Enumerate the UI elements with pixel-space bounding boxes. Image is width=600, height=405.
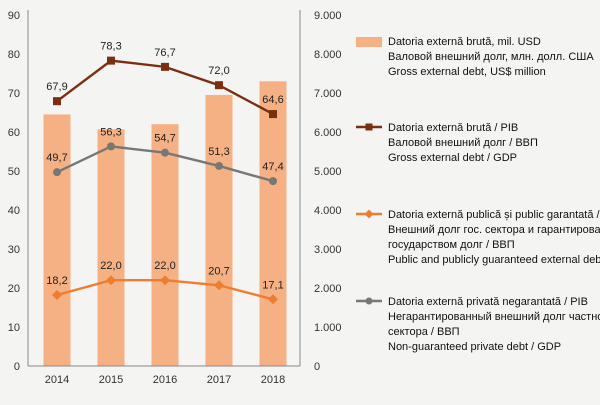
data-label: 64,6 [262,94,283,106]
y-right-tick-label: 1.000 [314,322,342,334]
y-right-tick-label: 7.000 [314,88,342,100]
legend-marker [365,297,373,305]
legend-label: Datoria externă privată negarantată / PI… [388,296,588,308]
legend-layer: Datoria externă brută, mil. USD Валовой в… [356,36,600,353]
data-label: 20,7 [208,265,229,277]
data-point-marker [268,294,278,305]
data-label: 72,0 [208,65,229,77]
x-tick-label: 2014 [45,374,69,386]
y-left-tick-label: 70 [8,88,20,100]
y-left-tick-label: 80 [8,49,20,61]
data-label: 49,7 [46,152,67,164]
data-point-marker [215,81,223,90]
data-point-marker [269,110,277,119]
legend-label: Внешний долг гос. сектора и гарантирован… [388,224,600,236]
data-point-marker [161,148,169,157]
data-label: 51,3 [208,146,229,158]
y-right-tick-label: 0 [314,361,320,373]
data-label: 78,3 [100,41,121,53]
data-point-marker [160,275,170,286]
data-label: 54,7 [154,133,175,145]
data-point-marker [53,97,61,106]
legend-label: Datoria externă brută / PIB [388,122,518,134]
y-left-tick-label: 90 [8,10,20,22]
y-right-tick-label: 2.000 [314,283,342,295]
y-left-tick-label: 50 [8,166,20,178]
data-label: 22,0 [100,260,121,272]
bar [97,129,125,366]
data-label: 47,4 [262,161,283,173]
data-point-marker [53,168,61,177]
data-point-marker [214,280,224,291]
data-label: 18,2 [46,275,67,287]
x-tick-label: 2017 [207,374,231,386]
legend-label: Datoria externă publică și public garant… [388,209,600,221]
y-left-tick-label: 60 [8,127,20,139]
bar [259,81,287,367]
axes-layer: 0 10 20 30 40 50 60 70 80 90 0 1.000 2.000 3.000 4.000… [8,10,342,386]
y-left-tick-label: 40 [8,205,20,217]
data-point-marker [161,62,169,71]
x-tick-label: 2018 [261,374,285,386]
y-right-tick-label: 4.000 [314,205,342,217]
y-right-tick-label: 3.000 [314,244,342,256]
data-point-marker [106,275,116,286]
data-label: 56,3 [100,126,121,138]
x-tick-label: 2016 [153,374,177,386]
legend-label: Валовой внешний долг, млн. долл. США [388,51,594,63]
data-label: 67,9 [46,81,67,93]
legend-swatch [356,37,382,47]
y-left-tick-label: 20 [8,283,20,295]
legend-label: государством долг / ВВП [388,239,515,251]
legend-label: Public and publicly guaranteed external … [388,254,600,266]
bar [43,114,71,366]
data-point-marker [107,142,115,151]
data-point-marker [269,177,277,186]
legend-label: Gross external debt, US$ million [388,66,546,78]
bars-layer [43,81,287,367]
legend-label: Валовой внешний долг / ВВП [388,137,538,149]
y-left-tick-label: 10 [8,322,20,334]
data-label: 22,0 [154,260,175,272]
y-left-tick-label: 0 [14,361,20,373]
legend-label: Негарантированный внешний долг частного [388,311,600,323]
y-right-tick-label: 5.000 [314,166,342,178]
bar [151,124,179,366]
legend-marker [365,123,373,131]
lines-layer: 67,9 78,3 76,7 72,0 64,6 49,7 56,3 54,7 51,3 47,4… [46,41,284,305]
bar [205,94,233,366]
legend-label: Non-guaranteed private debt / GDP [388,341,561,353]
y-right-tick-label: 9.000 [314,10,342,22]
legend-label: Gross external debt / GDP [388,152,517,164]
legend-label: сектора / ВВП [388,326,460,338]
y-right-tick-label: 6.000 [314,127,342,139]
data-label: 76,7 [154,47,175,59]
legend-label: Datoria externă brută, mil. USD [388,36,541,48]
y-right-tick-label: 8.000 [314,49,342,61]
legend-marker [364,209,374,219]
data-point-marker [52,290,62,301]
data-point-marker [107,56,115,65]
y-left-tick-label: 30 [8,244,20,256]
data-point-marker [215,161,223,170]
x-tick-label: 2015 [99,374,123,386]
data-label: 17,1 [262,279,283,291]
